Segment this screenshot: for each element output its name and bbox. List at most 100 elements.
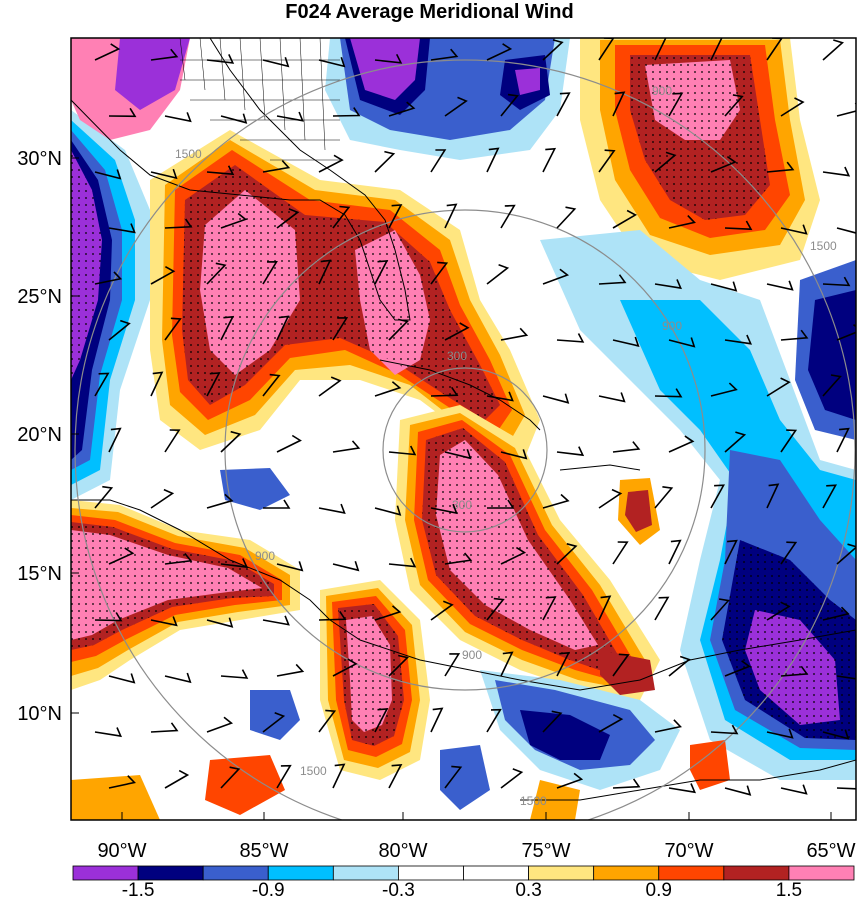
colorbar-label: 1.5 <box>776 880 802 900</box>
wind-barb <box>822 39 845 61</box>
ring-label: 1500 <box>300 764 327 778</box>
wind-barb <box>220 113 248 124</box>
wind-barb <box>430 503 458 515</box>
wind-barb <box>836 227 856 234</box>
wind-barb <box>598 392 626 403</box>
wind-barb <box>668 783 697 794</box>
wind-barb <box>724 431 747 453</box>
wind-barb <box>542 268 570 285</box>
wind-barb <box>556 543 578 565</box>
southwest-caribbean-positive-anomaly <box>320 580 430 780</box>
county-borders <box>179 38 340 161</box>
wind-barb <box>500 546 527 565</box>
wind-barb <box>612 441 641 453</box>
wind-barb <box>724 334 753 345</box>
wind-barb <box>262 57 290 68</box>
wind-barb <box>206 372 221 397</box>
wind-barb <box>780 429 798 453</box>
wind-barb <box>374 381 402 397</box>
wind-barb <box>612 541 629 565</box>
wind-barb <box>206 54 235 64</box>
wind-barb <box>276 764 292 789</box>
lat-label: 30°N <box>17 148 62 170</box>
colorbar-swatch <box>528 865 595 881</box>
wind-barb <box>668 435 695 453</box>
ring-label: 900 <box>255 549 275 563</box>
wind-barb <box>766 377 791 397</box>
map-title: F024 Average Meridional Wind <box>285 1 574 23</box>
wind-barb <box>374 259 389 285</box>
wind-barb <box>710 155 737 173</box>
wind-barb <box>164 317 182 341</box>
wind-barb <box>556 651 571 677</box>
wind-barb <box>598 149 616 173</box>
wind-barb <box>108 547 135 565</box>
wind-barb <box>388 318 409 341</box>
wind-barb <box>668 655 691 677</box>
wind-barb <box>262 615 290 626</box>
wind-barb <box>430 707 444 733</box>
wind-barb <box>150 371 164 397</box>
lat-label: 25°N <box>17 286 62 308</box>
wind-barb <box>486 147 500 173</box>
plot-frame <box>70 37 857 821</box>
wind-barb <box>220 669 249 679</box>
wind-barb <box>262 712 286 733</box>
wind-barb <box>430 48 459 61</box>
wind-barb <box>724 220 753 231</box>
wind-barb <box>836 102 856 117</box>
wind-barb <box>654 486 674 509</box>
wind-barb <box>374 150 396 173</box>
ring-label: 1500 <box>810 239 837 253</box>
wind-barb <box>206 716 234 733</box>
wind-barb <box>542 710 563 733</box>
wind-barb <box>108 673 136 684</box>
wind-barb <box>388 445 417 456</box>
wind-barb <box>766 280 794 291</box>
wind-barb <box>388 204 403 229</box>
wind-barb <box>836 543 856 565</box>
ring-label: 900 <box>662 319 682 333</box>
colorbar-swatch <box>463 865 529 881</box>
south-negative-pockets <box>220 468 680 810</box>
wind-barb <box>164 769 190 789</box>
wind-barb <box>94 271 123 285</box>
wind-barb <box>444 653 461 677</box>
colorbar-label: -1.5 <box>122 880 155 900</box>
wind-barb <box>780 665 809 677</box>
wind-barb <box>150 266 176 285</box>
wind-barb <box>262 260 278 285</box>
wind-barb <box>542 39 564 61</box>
wind-barb <box>724 539 738 565</box>
colorbar-swatch <box>202 865 269 881</box>
shaded-fields <box>71 38 856 820</box>
wind-barb <box>710 484 725 509</box>
wind-barb <box>766 483 780 509</box>
north-central-negative-anomaly <box>325 38 570 160</box>
wind-barb <box>822 606 850 621</box>
wind-barb <box>108 107 137 118</box>
wind-barb <box>262 160 291 173</box>
wind-barb <box>836 787 856 790</box>
wind-barb <box>500 449 528 460</box>
wind-barb <box>542 393 570 404</box>
ring-label: 1500 <box>175 147 202 161</box>
wind-barb <box>94 169 122 180</box>
wind-barb <box>108 223 136 234</box>
west-negative-anomaly <box>71 110 150 500</box>
wind-barb <box>318 610 347 621</box>
wind-barb <box>332 205 351 229</box>
wind-barb <box>94 372 110 397</box>
wind-barb <box>500 327 529 341</box>
wind-barb <box>542 147 557 173</box>
wind-barb <box>276 434 302 453</box>
wind-barbs <box>94 38 856 796</box>
wind-barb <box>444 552 473 565</box>
wind-barb <box>430 149 447 173</box>
wind-barb <box>766 161 795 173</box>
wind-barb <box>206 617 234 628</box>
wind-barb <box>430 386 459 397</box>
wind-barb <box>724 94 744 117</box>
wind-barb <box>150 616 178 627</box>
northwest-negative-anomaly <box>71 38 190 140</box>
